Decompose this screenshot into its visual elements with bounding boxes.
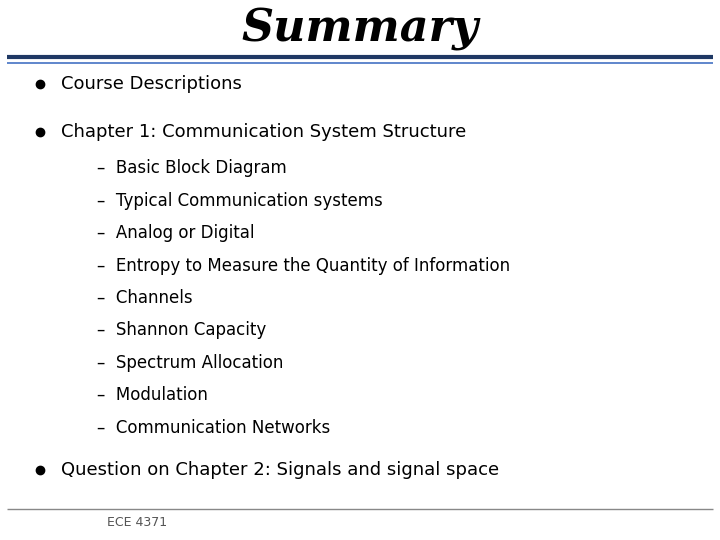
Text: ECE 4371: ECE 4371 — [107, 516, 167, 529]
Text: –  Basic Block Diagram: – Basic Block Diagram — [97, 159, 287, 178]
Text: –  Modulation: – Modulation — [97, 386, 208, 404]
Text: –  Analog or Digital: – Analog or Digital — [97, 224, 255, 242]
Text: –  Entropy to Measure the Quantity of Information: – Entropy to Measure the Quantity of Inf… — [97, 256, 510, 275]
Text: –  Channels: – Channels — [97, 289, 193, 307]
Text: –  Communication Networks: – Communication Networks — [97, 418, 330, 437]
Text: Chapter 1: Communication System Structure: Chapter 1: Communication System Structur… — [61, 123, 467, 141]
Text: –  Shannon Capacity: – Shannon Capacity — [97, 321, 266, 340]
Text: Course Descriptions: Course Descriptions — [61, 75, 242, 93]
Text: –  Typical Communication systems: – Typical Communication systems — [97, 192, 383, 210]
Text: Summary: Summary — [241, 8, 479, 51]
Text: Question on Chapter 2: Signals and signal space: Question on Chapter 2: Signals and signa… — [61, 461, 500, 479]
Text: –  Spectrum Allocation: – Spectrum Allocation — [97, 354, 284, 372]
